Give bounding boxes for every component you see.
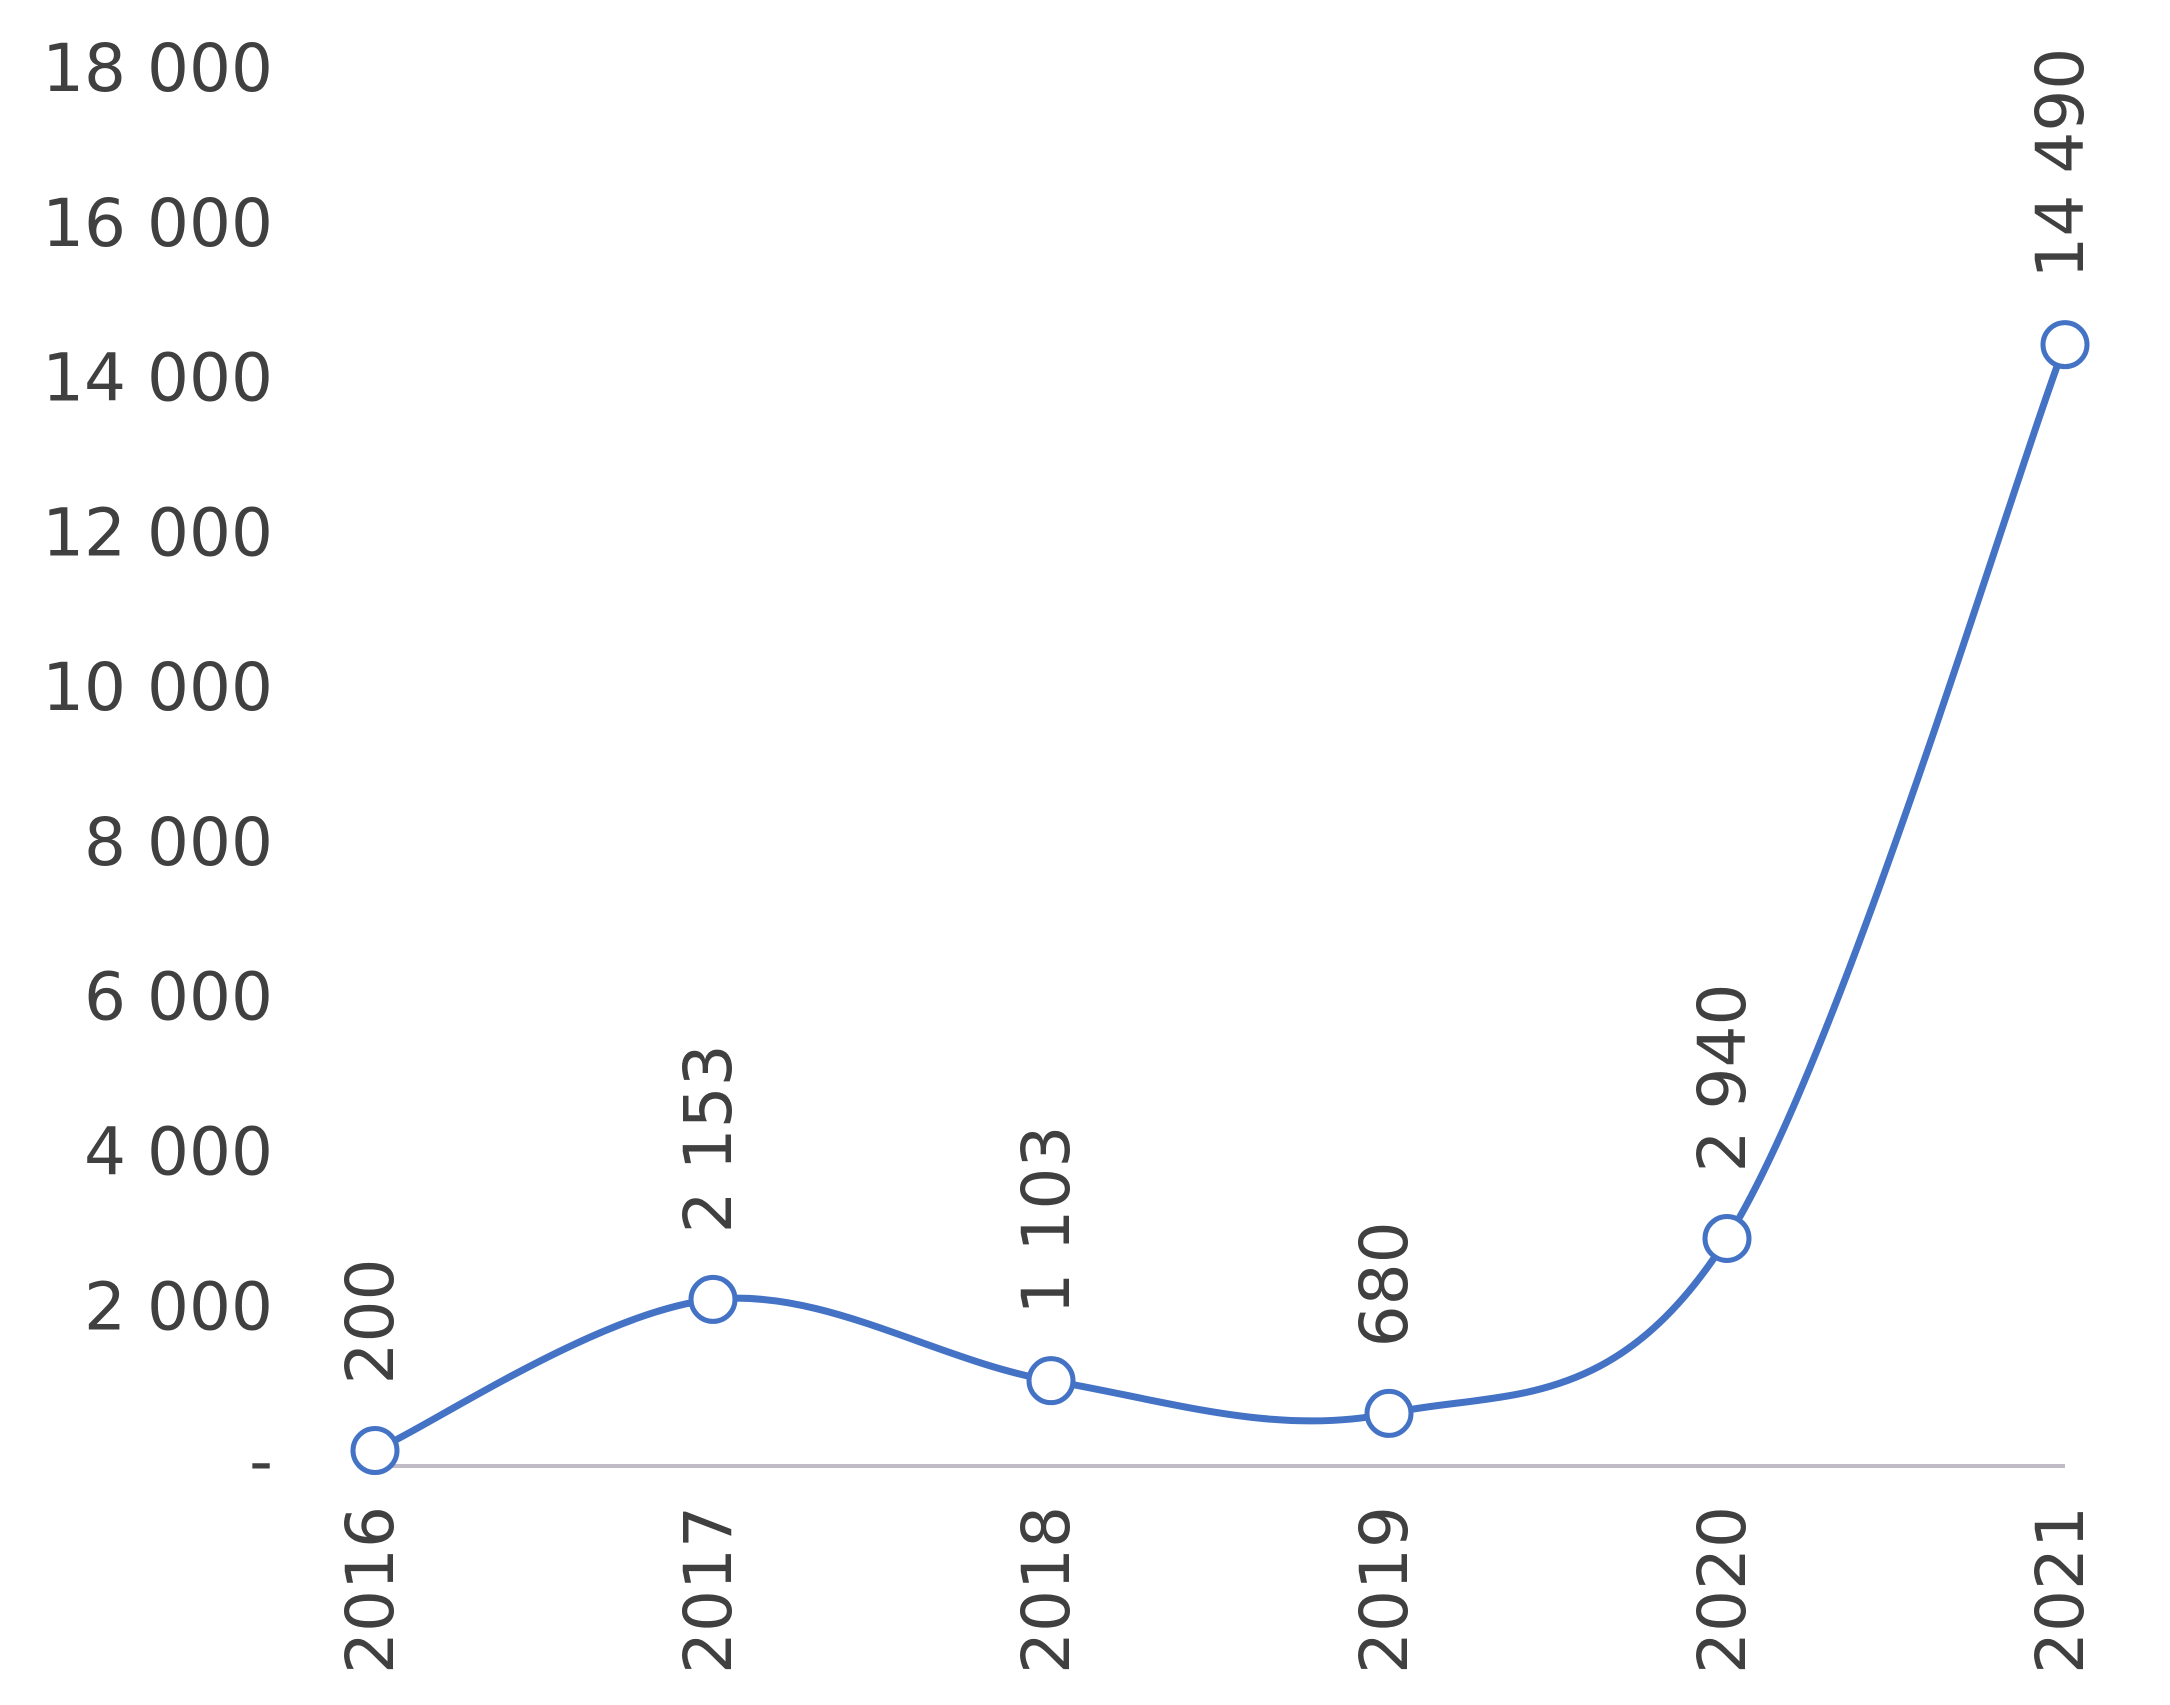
y-tick-label: 14 000 xyxy=(42,340,273,417)
x-tick-label: 2016 xyxy=(332,1506,409,1674)
marker xyxy=(1364,1388,1414,1438)
y-tick-label: 10 000 xyxy=(42,649,273,726)
marker xyxy=(2040,320,2090,370)
x-tick-label: 2017 xyxy=(670,1506,747,1674)
y-tick-label: - xyxy=(249,1423,273,1500)
y-tick-label: 12 000 xyxy=(42,494,273,571)
y-tick-label: 8 000 xyxy=(84,804,273,881)
x-tick-label: 2019 xyxy=(1346,1506,1423,1674)
data-label: 1 103 xyxy=(1008,1126,1085,1315)
data-label: 14 490 xyxy=(2022,48,2099,279)
x-tick-label: 2021 xyxy=(2022,1506,2099,1674)
y-tick-label: 18 000 xyxy=(42,30,273,107)
marker xyxy=(1026,1356,1076,1406)
marker xyxy=(350,1426,400,1476)
x-tick-label: 2018 xyxy=(1008,1506,1085,1674)
marker xyxy=(1702,1213,1752,1263)
y-tick-label: 2 000 xyxy=(84,1268,273,1345)
data-label: 2 153 xyxy=(670,1044,747,1233)
y-tick-label: 4 000 xyxy=(84,1114,273,1191)
y-tick-label: 16 000 xyxy=(42,185,273,262)
marker xyxy=(688,1274,738,1324)
data-label: 2 940 xyxy=(1684,984,1761,1173)
data-label: 200 xyxy=(332,1259,409,1385)
x-tick-label: 2020 xyxy=(1684,1506,1761,1674)
y-tick-label: 6 000 xyxy=(84,959,273,1036)
data-label: 680 xyxy=(1346,1221,1423,1347)
line xyxy=(373,343,2069,1454)
